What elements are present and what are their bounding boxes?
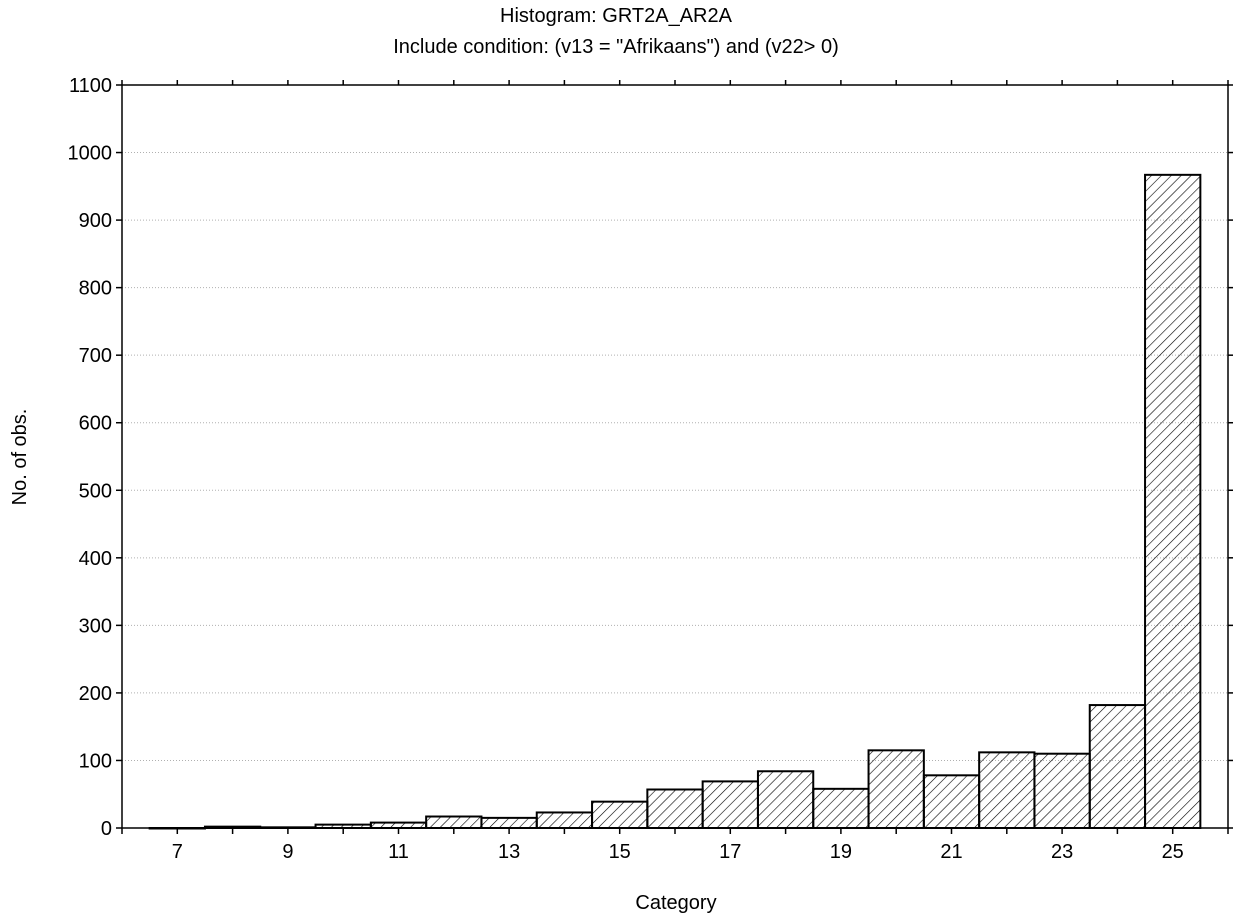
chart-title: Histogram: GRT2A_AR2A xyxy=(500,5,733,27)
y-tick-label: 500 xyxy=(79,480,112,502)
axis-ticks xyxy=(116,80,1233,834)
y-tick-label: 300 xyxy=(79,615,112,637)
chart-subtitle: Include condition: (v13 = "Afrikaans") a… xyxy=(393,36,839,58)
y-tick-label: 100 xyxy=(79,750,112,772)
x-tick-label: 23 xyxy=(1051,841,1073,863)
bar xyxy=(979,752,1034,828)
y-tick-label: 700 xyxy=(79,345,112,367)
y-tick-labels: 0 100 200 300 400 500 600 700 800 900 1000 1100 xyxy=(68,75,113,840)
bar xyxy=(537,812,592,828)
bar xyxy=(924,775,979,828)
bar xyxy=(371,823,426,828)
bars xyxy=(150,175,1201,829)
y-tick-label: 800 xyxy=(79,278,112,300)
bar xyxy=(647,789,702,828)
x-tick-label: 25 xyxy=(1162,841,1184,863)
y-tick-label: 600 xyxy=(79,413,112,435)
bar xyxy=(426,817,481,828)
y-axis-label: No. of obs. xyxy=(9,409,31,506)
x-tick-labels: 7 9 11 13 15 17 19 21 23 25 xyxy=(172,841,1184,863)
bar xyxy=(1090,705,1145,828)
x-tick-label: 15 xyxy=(609,841,631,863)
bar xyxy=(592,802,647,828)
bar xyxy=(813,789,868,828)
y-tick-label: 400 xyxy=(79,548,112,570)
y-tick-label: 900 xyxy=(79,210,112,232)
bar xyxy=(1145,175,1200,828)
y-tick-label: 0 xyxy=(101,818,112,840)
bar xyxy=(703,781,758,828)
x-tick-label: 13 xyxy=(498,841,520,863)
x-tick-label: 21 xyxy=(940,841,962,863)
x-axis-label: Category xyxy=(635,892,716,914)
x-tick-label: 19 xyxy=(830,841,852,863)
bar xyxy=(481,818,536,828)
x-tick-label: 7 xyxy=(172,841,183,863)
y-tick-label: 1000 xyxy=(68,143,113,165)
bar xyxy=(869,750,924,828)
gridlines xyxy=(122,153,1228,761)
bar xyxy=(1034,754,1089,828)
bar xyxy=(758,771,813,828)
plot-area-frame xyxy=(122,85,1228,828)
y-tick-label: 200 xyxy=(79,683,112,705)
y-tick-label: 1100 xyxy=(69,75,112,97)
x-tick-label: 9 xyxy=(282,841,293,863)
x-tick-label: 17 xyxy=(719,841,741,863)
x-tick-label: 11 xyxy=(388,841,409,863)
